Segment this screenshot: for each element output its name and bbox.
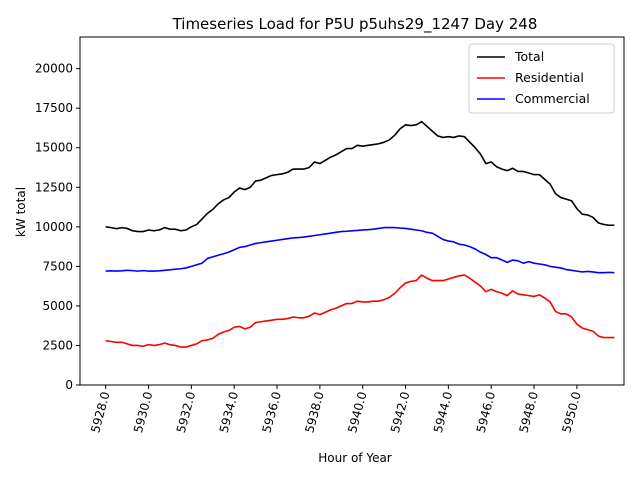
y-tick-label: 5000 <box>42 299 73 313</box>
legend: Total Residential Commercial <box>468 43 615 114</box>
series-line-total <box>105 120 615 233</box>
y-axis-label: kW total <box>14 187 28 237</box>
y-tick-label: 20000 <box>35 62 73 76</box>
series-layer <box>105 120 615 348</box>
y-tick-label: 12500 <box>35 180 73 194</box>
series-line-commercial <box>105 226 615 274</box>
x-axis-label: Hour of Year <box>318 451 392 465</box>
chart-title: Timeseries Load for P5U p5uhs29_1247 Day… <box>172 15 538 34</box>
y-tick-label: 17500 <box>35 101 73 115</box>
y-tick-label: 2500 <box>42 338 73 352</box>
legend-label-residential: Residential <box>515 70 584 85</box>
series-line-residential <box>105 274 615 348</box>
y-tick-label: 7500 <box>42 259 73 273</box>
legend-box <box>468 43 615 114</box>
y-tick-label: 0 <box>65 378 73 392</box>
legend-label-total: Total <box>514 49 544 64</box>
y-tick-label: 10000 <box>35 220 73 234</box>
plot-area-frame <box>79 36 625 386</box>
legend-label-commercial: Commercial <box>515 91 590 106</box>
y-tick-label: 15000 <box>35 141 73 155</box>
